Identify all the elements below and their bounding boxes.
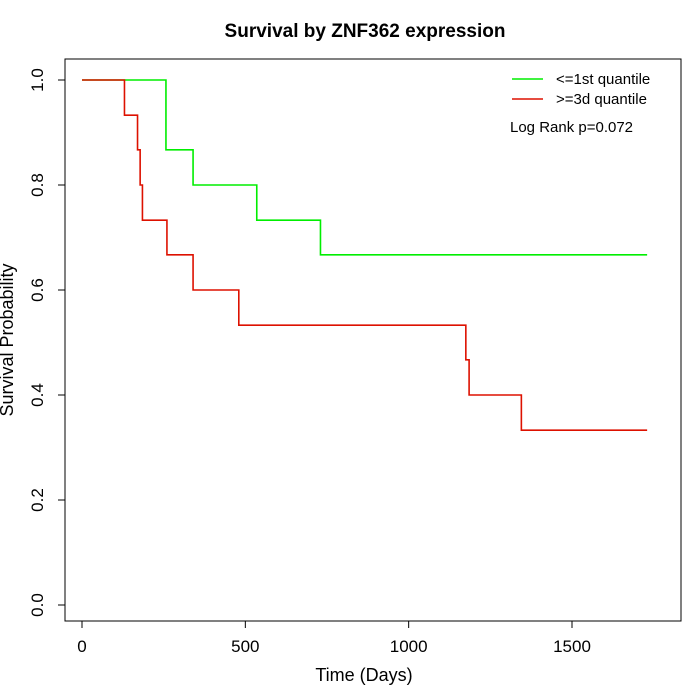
legend-label-1: <=1st quantile [556, 71, 650, 88]
x-tick-label: 1500 [553, 637, 591, 656]
log-rank-annotation: Log Rank p=0.072 [510, 119, 633, 136]
legend: <=1st quantile >=3d quantile [512, 71, 650, 108]
y-tick-label: 0.8 [28, 173, 47, 197]
y-axis: 0.0 0.2 0.4 0.6 0.8 1.0 [28, 68, 66, 617]
y-tick-label: 0.0 [28, 593, 47, 617]
series-line-1 [82, 79, 648, 256]
x-axis: 0 500 1000 1500 [77, 620, 591, 656]
y-tick-label: 0.4 [28, 383, 47, 407]
x-axis-label: Time (Days) [315, 665, 412, 685]
y-axis-label: Survival Probability [0, 263, 17, 416]
plot-frame [64, 58, 682, 622]
y-tick-label: 0.6 [28, 278, 47, 302]
x-tick-label: 0 [77, 637, 86, 656]
series-line-2 [82, 79, 648, 431]
x-tick-label: 500 [231, 637, 259, 656]
legend-label-2: >=3d quantile [556, 91, 647, 108]
x-tick-label: 1000 [390, 637, 428, 656]
chart-title: Survival by ZNF362 expression [225, 21, 506, 42]
y-tick-label: 0.2 [28, 488, 47, 512]
y-tick-label: 1.0 [28, 68, 47, 92]
series-layer [82, 79, 648, 431]
